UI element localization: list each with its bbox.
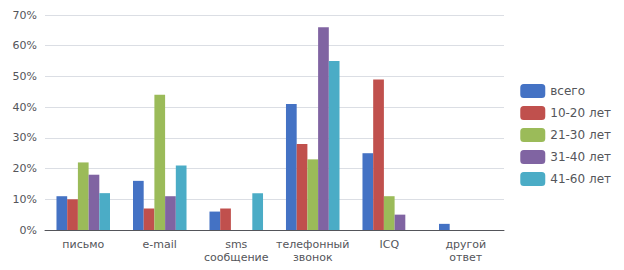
svg-text:письмо: письмо [62, 238, 104, 251]
svg-text:10-20 лет: 10-20 лет [550, 106, 611, 120]
svg-text:10%: 10% [13, 193, 37, 206]
svg-text:другой: другой [445, 238, 486, 251]
svg-text:31-40 лет: 31-40 лет [550, 150, 611, 164]
svg-text:0%: 0% [20, 224, 37, 237]
svg-text:20%: 20% [13, 162, 37, 175]
svg-text:сообщение: сообщение [204, 251, 269, 264]
svg-text:40%: 40% [13, 101, 37, 114]
svg-text:50%: 50% [13, 70, 37, 83]
svg-text:41-60 лет: 41-60 лет [550, 172, 611, 186]
svg-text:e-mail: e-mail [143, 238, 177, 251]
svg-text:ответ: ответ [449, 251, 482, 264]
svg-text:60%: 60% [13, 39, 37, 52]
svg-text:звонок: звонок [293, 251, 333, 264]
svg-text:30%: 30% [13, 131, 37, 144]
svg-text:всего: всего [550, 84, 585, 98]
svg-text:ICQ: ICQ [379, 238, 399, 251]
svg-text:телефонный: телефонный [276, 238, 349, 251]
svg-text:sms: sms [225, 238, 247, 251]
svg-text:70%: 70% [13, 9, 37, 22]
svg-text:21-30 лет: 21-30 лет [550, 128, 611, 142]
